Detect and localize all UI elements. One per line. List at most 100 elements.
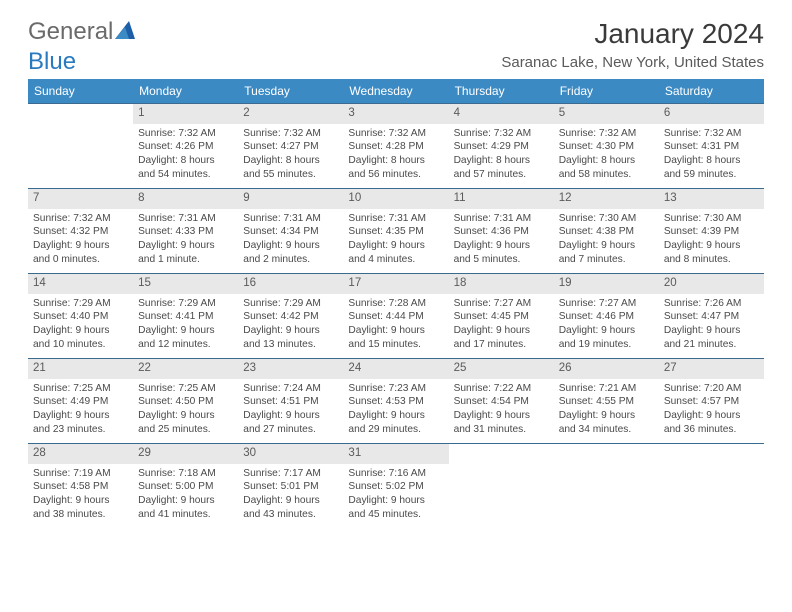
day-number: 30 (238, 444, 343, 464)
day-cell: 16 Sunrise: 7:29 AMSunset: 4:42 PMDayligh… (238, 274, 343, 358)
day-number: 9 (238, 189, 343, 209)
sunrise-text: Sunrise: 7:19 AM (33, 467, 128, 481)
sunrise-text: Sunrise: 7:18 AM (138, 467, 233, 481)
sunrise-text: Sunrise: 7:16 AM (348, 467, 443, 481)
day-cell: 23Sunrise: 7:24 AMSunset: 4:51 PMDayligh… (238, 359, 343, 443)
sunset-text: Sunset: 4:42 PM (243, 310, 338, 324)
sunset-text: Sunset: 4:46 PM (559, 310, 654, 324)
daylight1-text: Daylight: 9 hours (243, 324, 338, 338)
sunset-text: Sunset: 4:28 PM (348, 140, 443, 154)
daylight2-text: and 17 minutes. (454, 338, 549, 352)
sunrise-text: Sunrise: 7:22 AM (454, 382, 549, 396)
sunrise-text: Sunrise: 7:28 AM (348, 297, 443, 311)
day-number: 28 (28, 444, 133, 464)
sunset-text: Sunset: 4:33 PM (138, 225, 233, 239)
sunrise-text: Sunrise: 7:32 AM (664, 127, 759, 141)
day-number: 14 (28, 274, 133, 294)
sunset-text: Sunset: 4:55 PM (559, 395, 654, 409)
sunrise-text: Sunrise: 7:29 AM (33, 297, 128, 311)
sunrise-text: Sunrise: 7:30 AM (559, 212, 654, 226)
day-number: 24 (343, 359, 448, 379)
day-number: 8 (133, 189, 238, 209)
day-cell: 19Sunrise: 7:27 AMSunset: 4:46 PMDayligh… (554, 274, 659, 358)
sunrise-text: Sunrise: 7:32 AM (454, 127, 549, 141)
sunset-text: Sunset: 4:57 PM (664, 395, 759, 409)
daylight1-text: Daylight: 9 hours (559, 409, 654, 423)
sunrise-text: Sunrise: 7:23 AM (348, 382, 443, 396)
day-cell: 2Sunrise: 7:32 AMSunset: 4:27 PMDaylight… (238, 104, 343, 188)
sunrise-text: Sunrise: 7:32 AM (559, 127, 654, 141)
location-text: Saranac Lake, New York, United States (501, 54, 764, 71)
daylight1-text: Daylight: 8 hours (138, 154, 233, 168)
sunrise-text: Sunrise: 7:24 AM (243, 382, 338, 396)
daylight2-text: and 29 minutes. (348, 423, 443, 437)
sunrise-text: Sunrise: 7:25 AM (138, 382, 233, 396)
sunrise-text: Sunrise: 7:25 AM (33, 382, 128, 396)
daylight1-text: Daylight: 9 hours (33, 239, 128, 253)
daylight1-text: Daylight: 9 hours (454, 409, 549, 423)
day-cell: 25Sunrise: 7:22 AMSunset: 4:54 PMDayligh… (449, 359, 554, 443)
day-number: 22 (133, 359, 238, 379)
week-row: 1Sunrise: 7:32 AMSunset: 4:26 PMDaylight… (28, 103, 764, 188)
daylight1-text: Daylight: 9 hours (243, 239, 338, 253)
sunrise-text: Sunrise: 7:31 AM (454, 212, 549, 226)
day-cell: 5 Sunrise: 7:32 AMSunset: 4:30 PMDaylight… (554, 104, 659, 188)
logo: General (28, 18, 135, 46)
day-cell: 15Sunrise: 7:29 AMSunset: 4:41 PMDayligh… (133, 274, 238, 358)
sunrise-text: Sunrise: 7:29 AM (243, 297, 338, 311)
sunset-text: Sunset: 4:44 PM (348, 310, 443, 324)
daylight1-text: Daylight: 9 hours (138, 239, 233, 253)
sunrise-text: Sunrise: 7:32 AM (243, 127, 338, 141)
sunset-text: Sunset: 4:51 PM (243, 395, 338, 409)
daylight2-text: and 58 minutes. (559, 168, 654, 182)
daylight2-text: and 27 minutes. (243, 423, 338, 437)
daylight1-text: Daylight: 9 hours (138, 494, 233, 508)
daylight2-text: and 31 minutes. (454, 423, 549, 437)
day-cell: 28Sunrise: 7:19 AMSunset: 4:58 PMDayligh… (28, 444, 133, 528)
daylight2-text: and 23 minutes. (33, 423, 128, 437)
day-number: 11 (449, 189, 554, 209)
sunset-text: Sunset: 4:54 PM (454, 395, 549, 409)
day-number: 20 (659, 274, 764, 294)
sunrise-text: Sunrise: 7:21 AM (559, 382, 654, 396)
month-title: January 2024 (501, 18, 764, 50)
day-cell: 17Sunrise: 7:28 AMSunset: 4:44 PMDayligh… (343, 274, 448, 358)
daylight1-text: Daylight: 9 hours (559, 239, 654, 253)
day-number: 21 (28, 359, 133, 379)
sunset-text: Sunset: 4:41 PM (138, 310, 233, 324)
day-cell: 31Sunrise: 7:16 AMSunset: 5:02 PMDayligh… (343, 444, 448, 528)
sunset-text: Sunset: 4:49 PM (33, 395, 128, 409)
sunset-text: Sunset: 4:45 PM (454, 310, 549, 324)
daylight2-text: and 0 minutes. (33, 253, 128, 267)
sunset-text: Sunset: 4:35 PM (348, 225, 443, 239)
daylight2-text: and 45 minutes. (348, 508, 443, 522)
daylight1-text: Daylight: 9 hours (664, 324, 759, 338)
daylight1-text: Daylight: 9 hours (664, 239, 759, 253)
daylight2-text: and 15 minutes. (348, 338, 443, 352)
daylight1-text: Daylight: 8 hours (454, 154, 549, 168)
daylight1-text: Daylight: 9 hours (348, 239, 443, 253)
day-number: 17 (343, 274, 448, 294)
daylight2-text: and 7 minutes. (559, 253, 654, 267)
day-cell: 1Sunrise: 7:32 AMSunset: 4:26 PMDaylight… (133, 104, 238, 188)
day-number: 13 (659, 189, 764, 209)
daylight2-text: and 25 minutes. (138, 423, 233, 437)
day-cell: 26Sunrise: 7:21 AMSunset: 4:55 PMDayligh… (554, 359, 659, 443)
day-cell (449, 444, 554, 528)
daylight1-text: Daylight: 9 hours (454, 324, 549, 338)
day-number: 27 (659, 359, 764, 379)
day-cell: 3Sunrise: 7:32 AMSunset: 4:28 PMDaylight… (343, 104, 448, 188)
day-number: 16 (238, 274, 343, 294)
daylight2-text: and 21 minutes. (664, 338, 759, 352)
daylight1-text: Daylight: 9 hours (664, 409, 759, 423)
daylight2-text: and 13 minutes. (243, 338, 338, 352)
sunset-text: Sunset: 4:53 PM (348, 395, 443, 409)
daylight1-text: Daylight: 8 hours (559, 154, 654, 168)
daylight2-text: and 34 minutes. (559, 423, 654, 437)
day-number: 5 (554, 104, 659, 124)
sunrise-text: Sunrise: 7:31 AM (243, 212, 338, 226)
sunset-text: Sunset: 4:30 PM (559, 140, 654, 154)
day-header: Sunday (28, 79, 133, 103)
sunset-text: Sunset: 4:26 PM (138, 140, 233, 154)
day-number: 4 (449, 104, 554, 124)
